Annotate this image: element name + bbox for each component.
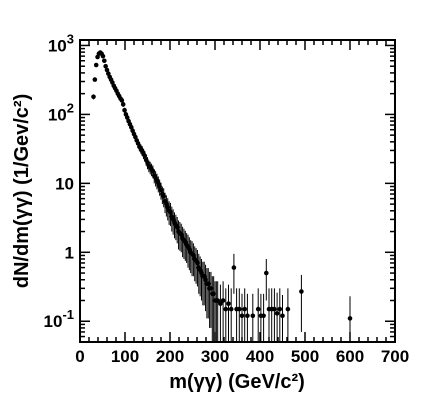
data-point [285, 306, 291, 312]
data-point [103, 63, 108, 69]
data-point [120, 102, 126, 107]
data-point [102, 58, 107, 64]
data-point [231, 265, 237, 270]
data-point [228, 306, 234, 312]
x-tick-label: 500 [291, 347, 319, 366]
data-point [104, 67, 110, 73]
data-point [223, 306, 229, 312]
data-point [226, 301, 231, 306]
x-tick-label: 300 [201, 347, 229, 366]
data-point [237, 306, 242, 312]
x-tick-label: 700 [381, 347, 409, 366]
data-point [299, 289, 304, 294]
data-point [93, 62, 99, 68]
data-point [255, 306, 261, 312]
y-tick-label: 10-1 [44, 307, 74, 331]
y-axis-label: dN/dm(γγ) (1/Gev/c²) [11, 94, 33, 288]
data-point [245, 313, 250, 319]
data-point [250, 313, 256, 319]
x-tick-label: 600 [336, 347, 364, 366]
x-tick-labels: 0 100 200 300 400 500 600 700 [75, 347, 409, 366]
data-point [215, 298, 220, 303]
data-point [277, 306, 283, 312]
data-point [272, 306, 277, 312]
x-axis-label: m(γγ) (GeV/c²) [169, 371, 305, 393]
data-point [91, 94, 96, 100]
data-point [100, 53, 106, 59]
y-tick-label: 102 [48, 100, 74, 124]
data-point [220, 298, 226, 303]
data-point [239, 313, 245, 319]
data-point [280, 313, 285, 319]
y-tick-labels: 10-1 1 10 102 103 [44, 31, 74, 331]
data-point [122, 107, 127, 113]
data-point [242, 306, 247, 312]
data-point [264, 270, 269, 276]
x-tick-label: 200 [156, 347, 184, 366]
y-tick-label: 1 [65, 243, 74, 262]
data-point [274, 311, 280, 316]
x-tick-label: 0 [75, 347, 84, 366]
axis-ticks [79, 40, 396, 343]
plot-frame [79, 39, 396, 343]
data-point [218, 301, 223, 306]
data-point [119, 98, 125, 103]
data-point [347, 316, 353, 321]
x-tick-label: 100 [111, 347, 139, 366]
y-tick-label: 103 [48, 31, 74, 55]
x-tick-label: 400 [246, 347, 274, 366]
data-points [91, 50, 353, 342]
y-tick-label: 10 [55, 174, 74, 193]
data-point [261, 313, 266, 319]
data-point [92, 77, 98, 82]
